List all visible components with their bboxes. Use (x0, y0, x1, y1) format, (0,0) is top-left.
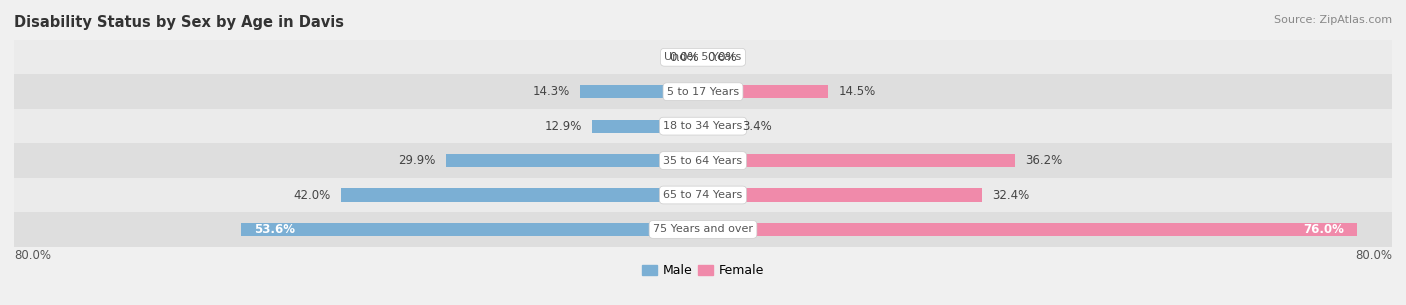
Text: 14.3%: 14.3% (533, 85, 569, 98)
Legend: Male, Female: Male, Female (637, 259, 769, 282)
Bar (592, 120, 703, 133)
Text: 36.2%: 36.2% (1025, 154, 1063, 167)
Text: 65 to 74 Years: 65 to 74 Years (664, 190, 742, 200)
Bar (342, 188, 703, 202)
Bar (446, 154, 703, 167)
Bar (14, 143, 1392, 178)
Text: 14.5%: 14.5% (838, 85, 876, 98)
Text: 42.0%: 42.0% (294, 188, 330, 202)
Text: 29.9%: 29.9% (398, 154, 436, 167)
Text: Disability Status by Sex by Age in Davis: Disability Status by Sex by Age in Davis (14, 15, 344, 30)
Text: 75 Years and over: 75 Years and over (652, 224, 754, 235)
Text: 18 to 34 Years: 18 to 34 Years (664, 121, 742, 131)
Text: 80.0%: 80.0% (14, 249, 51, 262)
Bar (703, 120, 733, 133)
Text: 5 to 17 Years: 5 to 17 Years (666, 87, 740, 97)
Text: 76.0%: 76.0% (1303, 223, 1344, 236)
Text: 32.4%: 32.4% (993, 188, 1029, 202)
Text: Source: ZipAtlas.com: Source: ZipAtlas.com (1274, 15, 1392, 25)
Bar (703, 188, 981, 202)
Bar (14, 212, 1392, 247)
Bar (242, 223, 703, 236)
Bar (14, 109, 1392, 143)
Bar (703, 154, 1015, 167)
Text: 12.9%: 12.9% (544, 120, 582, 133)
Text: 3.4%: 3.4% (742, 120, 772, 133)
Bar (14, 74, 1392, 109)
Bar (14, 40, 1392, 74)
Text: 53.6%: 53.6% (254, 223, 295, 236)
Bar (703, 223, 1358, 236)
Text: 0.0%: 0.0% (669, 51, 699, 64)
Bar (14, 178, 1392, 212)
Text: 80.0%: 80.0% (1355, 249, 1392, 262)
Bar (579, 85, 703, 98)
Text: 0.0%: 0.0% (707, 51, 737, 64)
Bar (703, 85, 828, 98)
Text: 35 to 64 Years: 35 to 64 Years (664, 156, 742, 166)
Text: Under 5 Years: Under 5 Years (665, 52, 741, 62)
